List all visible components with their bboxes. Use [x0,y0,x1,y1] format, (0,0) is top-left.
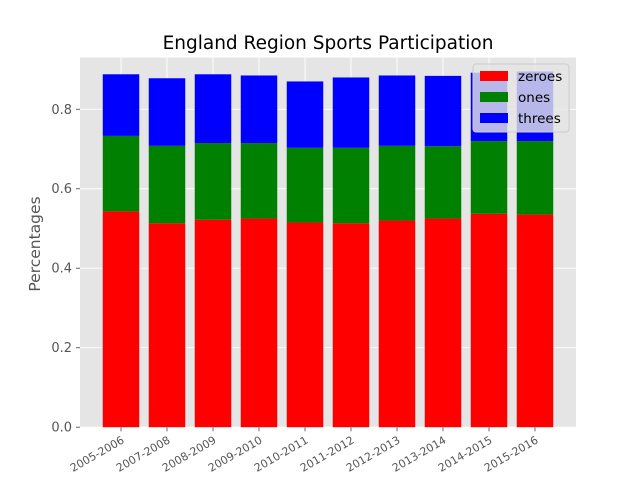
legend-label-threes: threes [518,111,561,127]
legend-label-ones: ones [518,90,550,106]
legend-label-zeroes: zeroes [518,69,562,85]
bar-zeroes-2014-2015 [470,213,508,428]
bar-ones-2014-2015 [470,141,508,214]
bar-threes-2011-2012 [332,77,370,148]
y-tick-label: 0.8 [51,103,72,118]
bar-zeroes-2015-2016 [516,214,554,428]
x-axis-ticks: 2005-20062007-20082008-20092009-20102010… [68,427,541,475]
bar-zeroes-2009-2010 [240,218,278,428]
bar-zeroes-2005-2006 [102,211,140,428]
legend: zeroes ones threes [472,63,570,133]
bar-threes-2010-2011 [286,81,324,148]
bar-threes-2005-2006 [102,74,140,136]
bar-ones-2008-2009 [194,143,232,220]
y-axis-ticks: 0.0 0.2 0.4 0.6 0.8 [51,103,80,436]
bar-ones-2011-2012 [332,147,370,224]
bar-threes-2008-2009 [194,74,232,144]
bar-ones-2005-2006 [102,135,140,212]
bar-zeroes-2011-2012 [332,223,370,428]
bar-zeroes-2010-2011 [286,222,324,428]
bar-ones-2009-2010 [240,143,278,219]
bar-threes-2012-2013 [378,75,416,146]
legend-swatch-zeroes [480,71,508,81]
bar-ones-2010-2011 [286,147,324,223]
bar-zeroes-2007-2008 [148,223,186,428]
y-tick-label: 0.4 [51,262,72,277]
bar-zeroes-2013-2014 [424,218,462,428]
y-tick-label: 0.0 [51,421,72,436]
y-tick-label: 0.6 [51,182,72,197]
bar-zeroes-2012-2013 [378,220,416,428]
bar-ones-2015-2016 [516,141,554,215]
bar-ones-2012-2013 [378,145,416,221]
bar-threes-2007-2008 [148,78,186,146]
legend-swatch-threes [480,113,508,123]
bar-ones-2007-2008 [148,145,186,224]
y-axis-label: Percentages [26,196,44,291]
bars [102,71,554,428]
y-tick-label: 0.2 [51,341,72,356]
bar-threes-2013-2014 [424,75,462,147]
bar-threes-2009-2010 [240,75,278,144]
bar-zeroes-2008-2009 [194,219,232,428]
chart-title: England Region Sports Participation [163,33,494,54]
legend-swatch-ones [480,92,508,102]
bar-ones-2013-2014 [424,146,462,219]
